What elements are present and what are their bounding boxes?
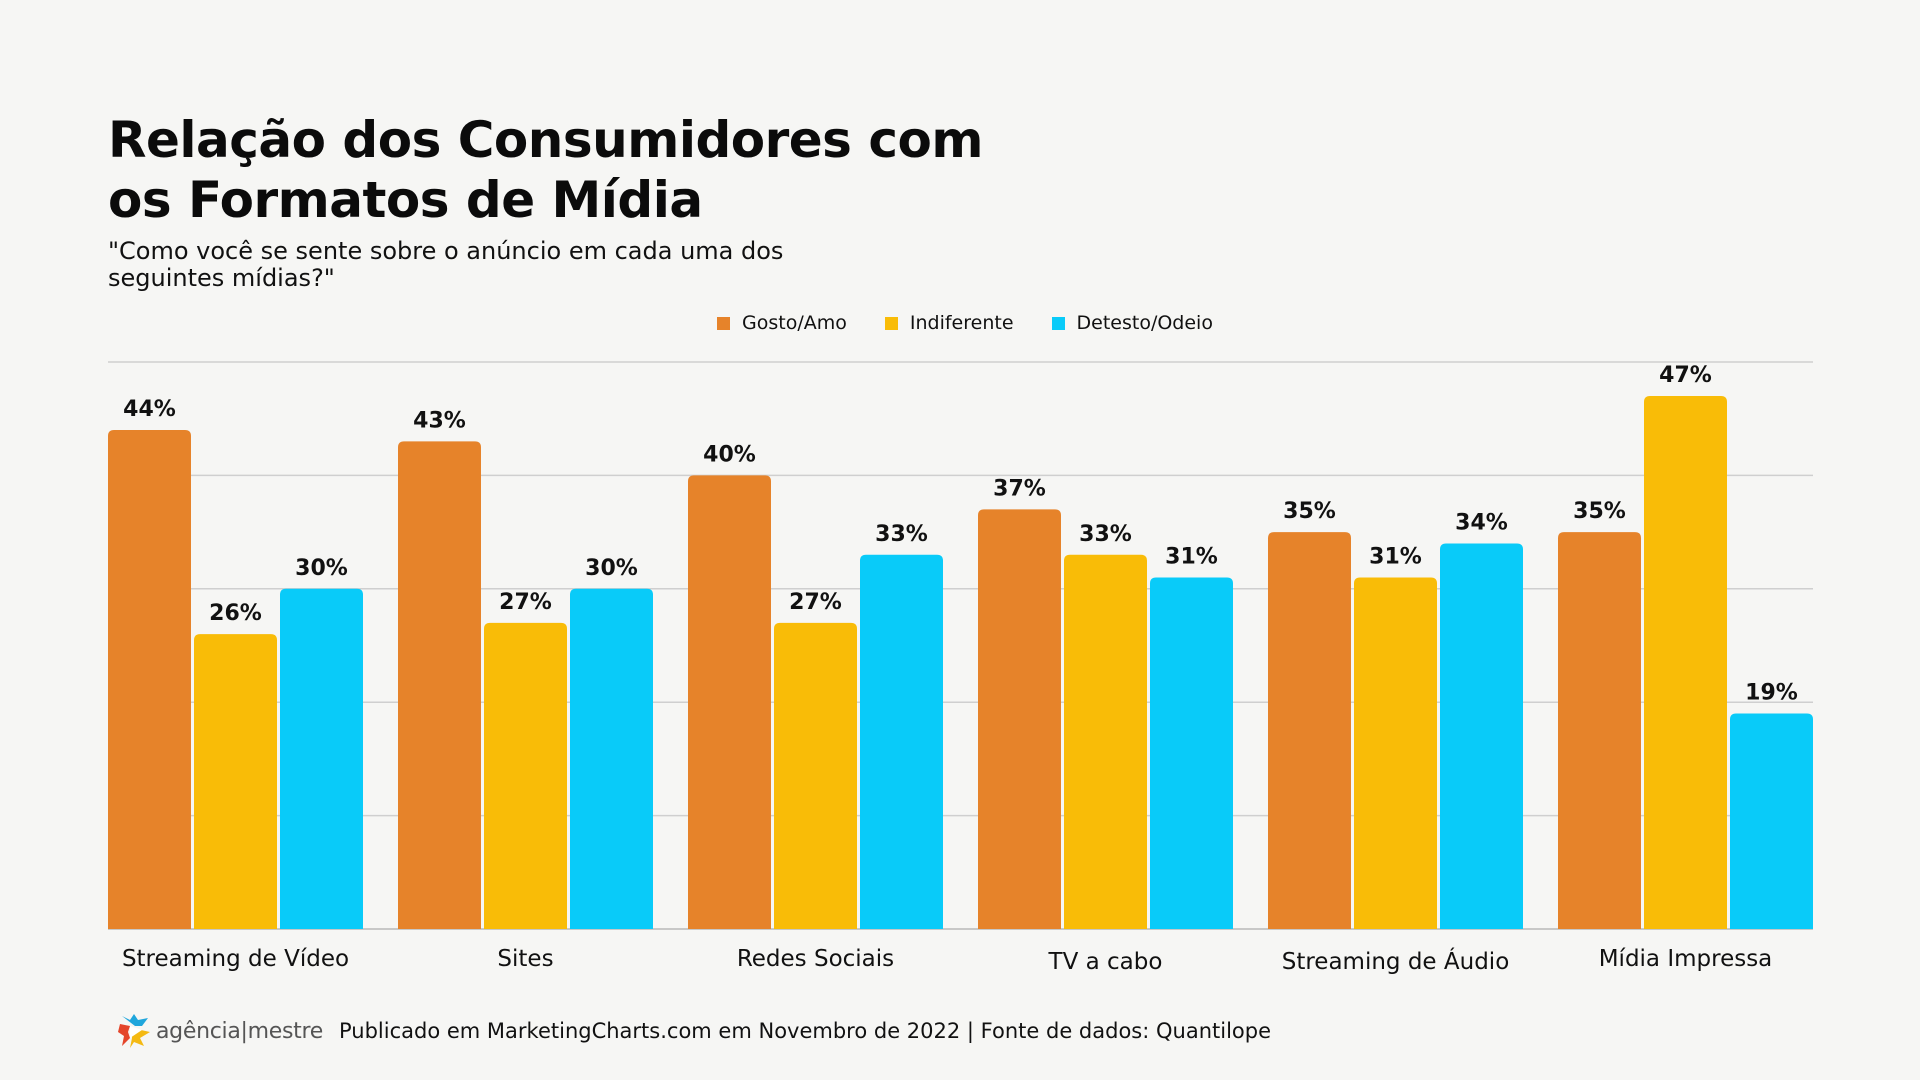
logo-text-mestre: mestre <box>247 1018 324 1044</box>
data-label-sites-detesto-odeio: 30% <box>585 556 638 581</box>
bar-midia-impressa-indiferente <box>1644 396 1727 929</box>
bars <box>108 396 1813 929</box>
agencia-mestre-logo: agência|mestre <box>118 1012 323 1050</box>
data-label-midia-impressa-detesto-odeio: 19% <box>1745 681 1798 706</box>
legend-label-gosto-amo: Gosto/Amo <box>742 312 847 334</box>
category-labels: Streaming de Vídeo Sites Redes Sociais TV a… <box>122 946 1772 975</box>
legend-item-detesto-odeio: Detesto/Odeio <box>1051 312 1213 334</box>
bar-streaming-de-video-gosto-amo <box>108 430 191 929</box>
bar-sites-detesto-odeio <box>570 588 653 929</box>
data-label-tv-a-cabo-detesto-odeio: 31% <box>1165 544 1218 569</box>
bar-redes-sociais-detesto-odeio <box>860 554 943 929</box>
chart-title: Relação dos Consumidores com os Formatos… <box>108 110 1108 230</box>
bar-redes-sociais-indiferente <box>774 622 857 929</box>
legend-label-indiferente: Indiferente <box>909 312 1014 334</box>
chart-subtitle: "Como você se sente sobre o anúncio em c… <box>108 238 928 292</box>
legend-label-detesto-odeio: Detesto/Odeio <box>1076 312 1213 334</box>
data-label-tv-a-cabo-gosto-amo: 37% <box>993 476 1046 501</box>
data-label-streaming-de-audio-indiferente: 31% <box>1369 544 1422 569</box>
bar-streaming-de-audio-gosto-amo <box>1268 532 1351 929</box>
data-label-streaming-de-video-gosto-amo: 44% <box>123 397 176 422</box>
logo-text-separator: | <box>240 1018 248 1044</box>
category-label-sites: Sites <box>497 946 553 972</box>
category-label-midia-impressa: Mídia Impressa <box>1599 946 1773 972</box>
data-label-tv-a-cabo-indiferente: 33% <box>1079 522 1132 547</box>
legend-swatch-gosto-amo <box>717 316 731 330</box>
legend-item-gosto-amo: Gosto/Amo <box>717 312 847 334</box>
chart-title-line-2: os Formatos de Mídia <box>108 171 703 229</box>
data-label-streaming-de-video-detesto-odeio: 30% <box>295 556 348 581</box>
data-label-streaming-de-audio-gosto-amo: 35% <box>1283 499 1336 524</box>
legend-swatch-indiferente <box>884 316 898 330</box>
logo-text-agencia: agência <box>156 1018 241 1044</box>
category-label-streaming-de-video: Streaming de Vídeo <box>122 946 349 972</box>
legend-item-indiferente: Indiferente <box>884 312 1014 334</box>
data-labels: 44% 26% 30% 43% 27% 30% 40% 27% 33% 37% 33% 31% 35% 3… <box>123 363 1798 706</box>
chart-legend: Gosto/Amo Indiferente Detesto/Odeio <box>0 312 1920 334</box>
data-label-sites-gosto-amo: 43% <box>413 408 466 433</box>
logo-star-icon <box>118 1014 150 1048</box>
data-label-midia-impressa-gosto-amo: 35% <box>1573 499 1626 524</box>
data-label-redes-sociais-detesto-odeio: 33% <box>875 522 928 547</box>
data-label-midia-impressa-indiferente: 47% <box>1659 363 1712 388</box>
bar-midia-impressa-gosto-amo <box>1558 532 1641 929</box>
bar-midia-impressa-detesto-odeio <box>1730 713 1813 929</box>
bar-tv-a-cabo-gosto-amo <box>978 509 1061 929</box>
chart-subtitle-line-1: "Como você se sente sobre o anúncio em c… <box>108 237 784 265</box>
category-label-streaming-de-audio: Streaming de Áudio <box>1282 947 1510 975</box>
data-label-sites-indiferente: 27% <box>499 590 552 615</box>
source-note: Publicado em MarketingCharts.com em Nove… <box>339 1019 1271 1043</box>
data-label-streaming-de-video-indiferente: 26% <box>209 601 262 626</box>
chart-title-line-1: Relação dos Consumidores com <box>108 111 983 169</box>
data-label-redes-sociais-gosto-amo: 40% <box>703 442 756 467</box>
bar-streaming-de-audio-detesto-odeio <box>1440 543 1523 929</box>
legend-swatch-detesto-odeio <box>1051 316 1065 330</box>
bar-sites-gosto-amo <box>398 441 481 929</box>
category-label-tv-a-cabo: TV a cabo <box>1048 949 1163 975</box>
logo-text: agência|mestre <box>156 1019 323 1044</box>
bar-redes-sociais-gosto-amo <box>688 475 771 929</box>
chart-subtitle-line-2: seguintes mídias?" <box>108 264 335 292</box>
data-label-redes-sociais-indiferente: 27% <box>789 590 842 615</box>
data-label-streaming-de-audio-detesto-odeio: 34% <box>1455 510 1508 535</box>
bar-streaming-de-video-detesto-odeio <box>280 588 363 929</box>
bar-tv-a-cabo-detesto-odeio <box>1150 577 1233 929</box>
gridlines <box>108 361 1813 930</box>
bar-tv-a-cabo-indiferente <box>1064 554 1147 929</box>
category-label-redes-sociais: Redes Sociais <box>737 946 894 972</box>
bar-streaming-de-audio-indiferente <box>1354 577 1437 929</box>
footer: agência|mestre Publicado em MarketingCha… <box>118 1012 1271 1050</box>
bar-streaming-de-video-indiferente <box>194 634 277 929</box>
bar-sites-indiferente <box>484 622 567 929</box>
